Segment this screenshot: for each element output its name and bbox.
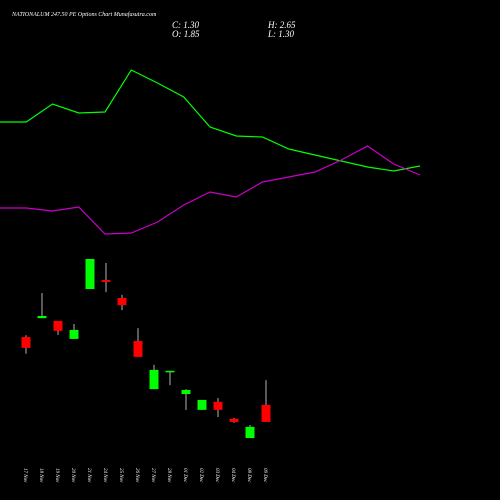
x-tick-label: 02 Dec [198, 468, 203, 483]
candle-body [21, 337, 31, 348]
candle-body [181, 390, 191, 395]
x-tick-label: 27 Nov [150, 468, 155, 483]
candle-body [53, 320, 63, 331]
candle-body [85, 258, 95, 290]
x-tick-label: 19 Nov [54, 468, 59, 483]
x-tick-label: 18 Nov [38, 468, 43, 483]
candle-body [101, 280, 111, 282]
chart-title: NATIONALUM 247.50 PE Options Chart Munaf… [11, 11, 157, 18]
ohlc-label: O: 1.85 [172, 29, 200, 39]
candle-body [149, 369, 159, 390]
x-tick-label: 01 Dec [182, 468, 187, 483]
x-tick-label: 20 Nov [70, 468, 75, 483]
candle-body [37, 315, 47, 319]
ohlc-label: C: 1.30 [172, 20, 200, 30]
ohlc-label: L: 1.30 [267, 29, 295, 39]
candle-body [133, 341, 143, 357]
x-tick-label: 09 Dec [262, 468, 267, 483]
x-tick-label: 03 Dec [214, 468, 219, 483]
candle-body [117, 298, 127, 306]
indicator-line [0, 69, 421, 172]
indicator-line [0, 145, 421, 235]
candle-body [165, 370, 175, 373]
candle-body [261, 404, 271, 422]
x-tick-label: 25 Nov [118, 468, 123, 483]
x-tick-label: 28 Nov [166, 468, 171, 483]
x-tick-label: 17 Nov [22, 468, 27, 483]
ohlc-label: H: 2.65 [267, 20, 296, 30]
x-tick-label: 21 Nov [86, 468, 91, 483]
candle-body [213, 401, 223, 410]
candle-body [245, 426, 255, 439]
candle-body [197, 399, 207, 410]
x-tick-label: 24 Nov [102, 468, 107, 483]
x-tick-label: 26 Nov [134, 468, 139, 483]
candle-body [69, 329, 79, 339]
x-tick-label: 08 Dec [246, 468, 251, 483]
x-tick-label: 04 Dec [230, 468, 235, 483]
candle-body [229, 418, 239, 422]
